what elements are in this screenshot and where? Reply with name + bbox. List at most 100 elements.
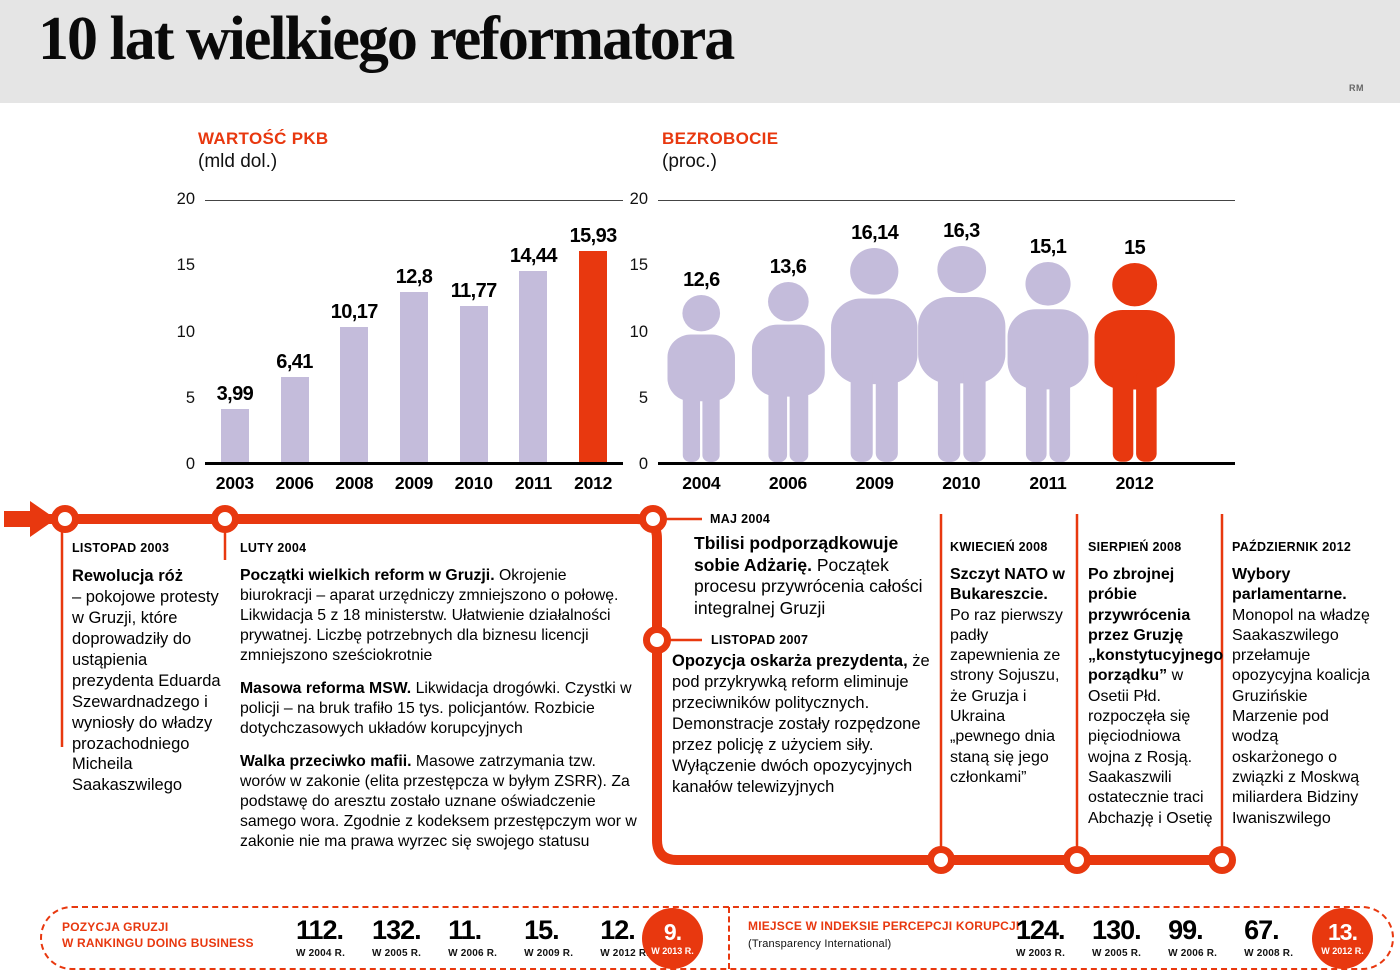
event-text: Likwidacja drogówki. Czystki w policji –… — [240, 680, 632, 738]
ranking-entry: 67. W 2008 R. — [1244, 915, 1294, 960]
ranking-entry: 15. W 2009 R. — [524, 915, 573, 960]
doing-business-highlight-badge: 9. W 2013 R. — [642, 908, 703, 969]
timeline-node — [639, 505, 667, 533]
person-pictogram — [824, 248, 925, 462]
gdp-bar — [400, 292, 428, 462]
event-heading: Tbilisi podporządkowuje sobie Adżarię. — [694, 533, 899, 575]
x-axis-line — [205, 462, 623, 465]
event-date-listopad-2007: LISTOPAD 2007 — [711, 633, 809, 647]
ranking-value: 67. — [1244, 915, 1280, 945]
gdp-bar-chart: 0 5 10 15 20 3,99 2003 6,41 2006 10,17 2008 12,8 200… — [177, 190, 623, 493]
x-axis-label: 2012 — [574, 473, 613, 493]
event-paragraph: Masowa reforma MSW. Likwidacja drogówki.… — [240, 679, 638, 739]
gdp-bar — [519, 270, 548, 462]
event-text: Początek procesu przywrócenia całości in… — [694, 554, 923, 619]
header-band: 10 lat wielkiego reformatora RM — [0, 0, 1400, 103]
x-axis-label: 2011 — [1029, 473, 1067, 493]
ranking-year: W 2005 R. — [1092, 948, 1142, 959]
timeline-event-pazdziernik-2012: PAŹDZIERNIK 2012 Wybory parlamentarne. M… — [1232, 540, 1374, 829]
ranking-entry: 11. W 2006 R. — [448, 915, 498, 960]
ranking-entry: 112. W 2004 R. — [296, 915, 346, 960]
ranking-value: 124. — [1016, 915, 1066, 945]
timeline-event-maj-2004: Tbilisi podporządkowuje sobie Adżarię. P… — [694, 533, 934, 620]
ranking-value: 112. — [296, 915, 344, 945]
ranking-value: 11. — [448, 915, 482, 945]
x-axis-label: 2012 — [1115, 473, 1154, 493]
bar-value-label: 3,99 — [216, 383, 254, 406]
timeline-node — [1208, 846, 1236, 874]
corruption-index-entries: 124. W 2003 R. 130. W 2005 R. 99. W 2006 R. 67… — [1016, 915, 1294, 960]
ranking-year: W 2004 R. — [296, 948, 346, 959]
ranking-entry: 130. W 2005 R. — [1092, 915, 1142, 960]
event-heading: Opozycja oskarża prezydenta, — [672, 652, 908, 670]
ranking-value: 12. — [600, 915, 636, 945]
ranking-year: W 2008 R. — [1244, 948, 1294, 959]
top-gridline — [205, 200, 623, 201]
bar-value-label: 14,44 — [509, 244, 558, 267]
unemployment-chart-header: BEZROBOCIE (proc.) — [662, 129, 778, 173]
y-axis-tick: 10 — [629, 322, 648, 341]
highlight-year: W 2012 R. — [1321, 946, 1364, 956]
y-axis-tick: 0 — [185, 455, 195, 473]
pictogram-value-label: 16,3 — [943, 220, 980, 243]
event-paragraph: Początki wielkich reform w Gruzji. Okroj… — [240, 566, 638, 666]
doing-business-label: POZYCJA GRUZJI W RANKINGU DOING BUSINESS — [62, 920, 254, 951]
x-axis-label: 2010 — [454, 473, 493, 493]
gdp-bar — [459, 306, 488, 462]
doing-business-label-line2: W RANKINGU DOING BUSINESS — [62, 935, 254, 950]
gdp-chart-header: WARTOŚĆ PKB (mld dol.) — [198, 129, 329, 173]
ranking-year: W 2006 R. — [448, 948, 498, 959]
author-credit: RM — [1349, 83, 1364, 93]
y-axis-tick: 15 — [629, 256, 648, 275]
ranking-value: 15. — [524, 915, 560, 945]
bar-value-label: 6,41 — [276, 351, 313, 374]
x-axis-label: 2009 — [855, 473, 894, 493]
ranking-value: 99. — [1168, 915, 1204, 945]
unemployment-pictogram-chart: 0 5 10 15 20 12,6 2004 13,6 2006 16,14 2009 16,3 201… — [630, 190, 1235, 493]
pictogram-value-label: 15,1 — [1029, 235, 1067, 258]
ranking-entry: 124. W 2003 R. — [1016, 915, 1066, 960]
y-axis-tick: 20 — [629, 190, 648, 208]
event-heading: Walka przeciwko mafii. — [240, 753, 412, 771]
event-text: Okrojenie biurokracji – aparat urzędnicz… — [240, 566, 619, 665]
gdp-bar — [340, 327, 369, 462]
bar-value-label: 10,17 — [330, 301, 379, 324]
timeline-node — [51, 505, 79, 533]
footer-separator — [728, 907, 730, 969]
corruption-index-highlight-badge: 13. W 2012 R. — [1312, 908, 1373, 969]
y-axis-tick: 0 — [638, 455, 648, 473]
pictogram-value-label: 13,6 — [769, 255, 807, 278]
timeline-arrow-icon — [4, 501, 56, 537]
person-pictogram — [1088, 263, 1181, 462]
ranking-entry: 12. W 2012 R. — [600, 915, 650, 960]
ranking-entry: 132. W 2005 R. — [372, 917, 422, 960]
timeline-event-luty-2004: LUTY 2004 Początki wielkich reform w Gru… — [240, 541, 638, 865]
unemployment-chart-unit: (proc.) — [662, 151, 717, 172]
timeline-node — [927, 846, 955, 874]
timeline-node — [211, 505, 239, 533]
event-paragraph: Walka przeciwko mafii. Masowe zatrzymani… — [240, 752, 638, 852]
person-pictogram — [1001, 261, 1095, 462]
ranking-year: W 2003 R. — [1016, 948, 1066, 959]
highlight-year: W 2013 R. — [651, 946, 694, 956]
timeline-node — [643, 626, 671, 654]
x-axis-label: 2004 — [682, 473, 721, 493]
timeline-node — [1063, 846, 1091, 874]
event-text: w Osetii Płd. rozpoczęła się pięciodniow… — [1088, 667, 1213, 827]
ranking-value: 130. — [1092, 915, 1142, 945]
ranking-year: W 2012 R. — [600, 948, 650, 959]
timeline-event-listopad-2007: Opozycja oskarża prezydenta, że pod przy… — [672, 651, 936, 798]
corruption-index-label: MIEJSCE W INDEKSIE PERCEPCJI KORUPCJI (T… — [748, 919, 1019, 951]
event-date: SIERPIEŃ 2008 — [1088, 540, 1182, 554]
pictogram-value-label: 12,6 — [683, 269, 720, 292]
y-axis-tick: 5 — [185, 388, 195, 407]
x-axis-label: 2006 — [275, 473, 314, 493]
bar-value-label: 12,8 — [395, 266, 433, 289]
x-axis-label: 2011 — [514, 473, 552, 493]
y-axis-tick: 5 — [638, 388, 648, 407]
y-axis-tick: 20 — [176, 190, 195, 208]
timeline-event-kwiecien-2008: KWIECIEŃ 2008 Szczyt NATO w Bukareszcie.… — [950, 540, 1070, 788]
bar-value-label: 15,93 — [569, 224, 618, 247]
bar-value-label: 11,77 — [450, 280, 498, 303]
